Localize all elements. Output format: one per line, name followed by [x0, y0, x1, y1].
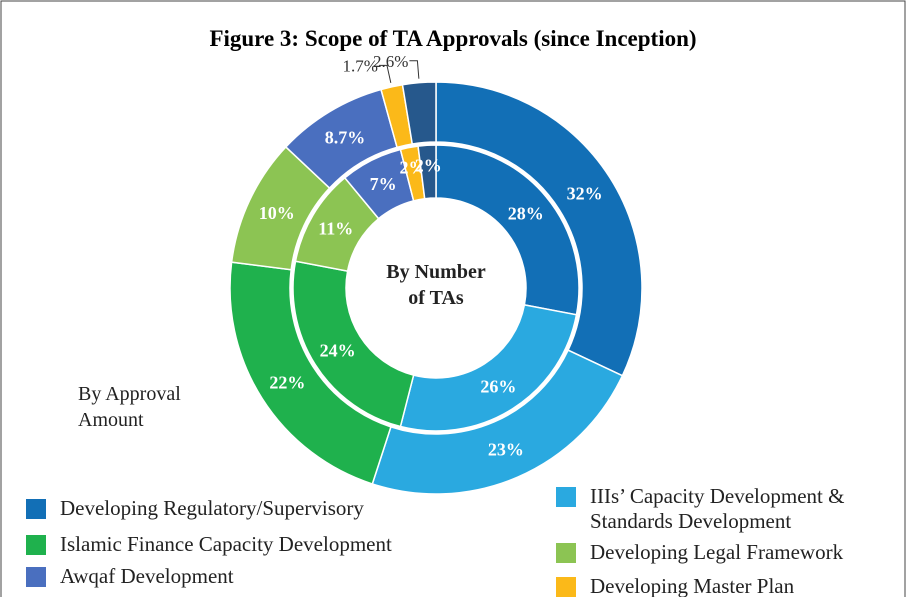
- leader-line: [378, 64, 392, 84]
- legend-label: Developing Legal Framework: [590, 540, 844, 564]
- legend-swatch: [26, 535, 46, 555]
- legend-label: Developing Regulatory/Supervisory: [60, 496, 364, 520]
- legend-label: Islamic Finance Capacity Development: [60, 532, 392, 556]
- data-label: 23%: [488, 440, 524, 460]
- data-label: 28%: [508, 204, 544, 224]
- donut-slice: [401, 81, 437, 145]
- data-label: 8.7%: [325, 127, 366, 147]
- data-label: 1.7%: [343, 56, 378, 75]
- legend-swatch: [556, 487, 576, 507]
- donut-slice: [399, 303, 578, 432]
- data-label: 22%: [269, 372, 305, 392]
- chart-title: Figure 3: Scope of TA Approvals (since I…: [209, 26, 696, 51]
- data-label: 11%: [318, 219, 353, 239]
- legend-swatch: [556, 577, 576, 597]
- legend-item: IIIs’ Capacity Development & Standards D…: [556, 484, 890, 534]
- data-label: 26%: [480, 376, 516, 396]
- legend-label: Awqaf Development: [60, 564, 234, 588]
- data-label: 32%: [567, 184, 603, 204]
- outer-ring-name: By Approval Amount: [78, 383, 181, 431]
- legend-item: Awqaf Development: [26, 564, 480, 589]
- donut-slice: [417, 144, 437, 200]
- legend-swatch: [556, 543, 576, 563]
- data-label: 2%: [415, 156, 442, 176]
- donut-slice: [435, 144, 580, 316]
- legend-item: Islamic Finance Capacity Development: [26, 532, 480, 557]
- data-label: 10%: [259, 203, 295, 223]
- data-label: 2.6%: [373, 52, 408, 71]
- legend-label: IIIs’ Capacity Development & Standards D…: [590, 484, 845, 533]
- legend-label: Developing Master Plan: [590, 574, 795, 597]
- legend-swatch: [26, 567, 46, 587]
- legend-swatch: [26, 499, 46, 519]
- legend-item: Developing Regulatory/Supervisory: [26, 496, 480, 521]
- data-label: 7%: [370, 174, 397, 194]
- legend-item: Developing Master Plan: [556, 574, 890, 597]
- inner-ring-name: By Number of TAs: [386, 261, 486, 309]
- donut-slice: [435, 81, 643, 377]
- legend-item: Developing Legal Framework: [556, 540, 890, 565]
- data-label: 24%: [320, 340, 356, 360]
- leader-line: [409, 60, 420, 79]
